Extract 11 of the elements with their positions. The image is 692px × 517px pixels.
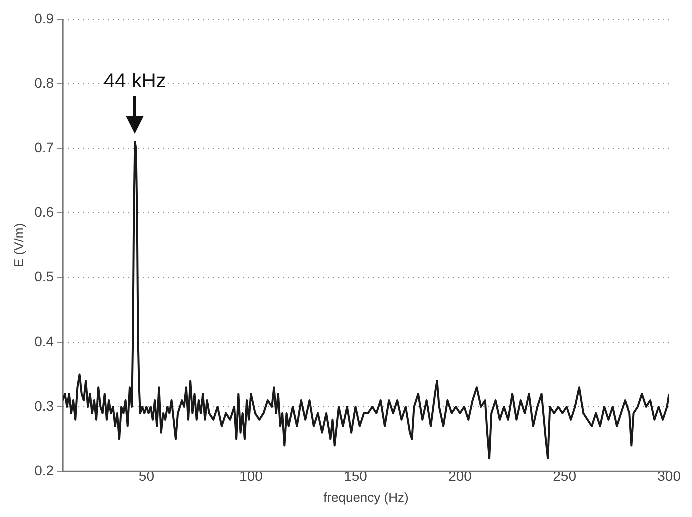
y-tick-label: 0.9 [34,10,54,26]
y-tick-label: 0.2 [34,462,54,478]
y-tick-label: 0.3 [34,398,54,414]
y-tick-label: 0.6 [34,204,54,220]
y-tick-label: 0.7 [34,139,54,156]
annotation: 44 kHz [104,70,166,93]
y-tick-label: 0.5 [34,268,54,285]
y-tick-label: 0.4 [34,333,54,350]
y-tick-label: 0.8 [34,74,54,91]
x-axis-title: frequency (Hz) [324,490,409,505]
y-axis-title: E (V/m) [11,223,26,268]
